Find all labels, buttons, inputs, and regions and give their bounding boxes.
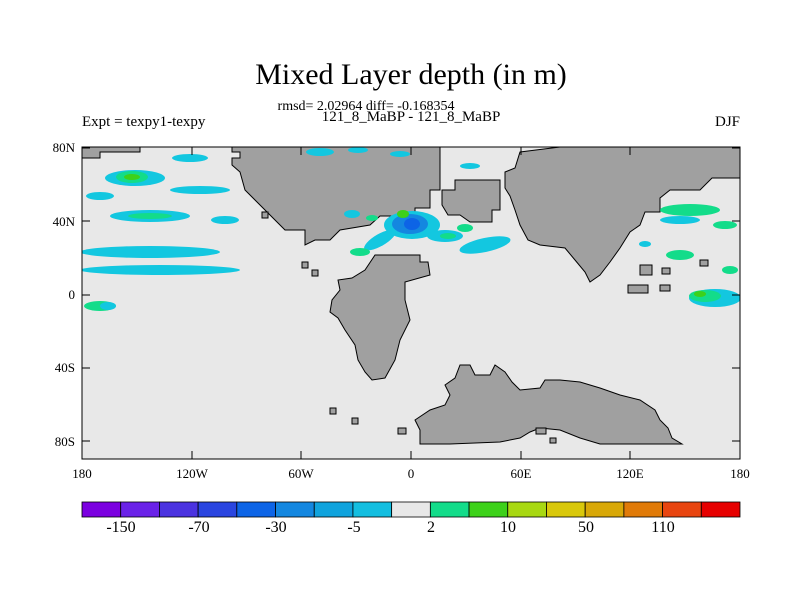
colorbar-swatch	[391, 501, 431, 518]
island-9	[535, 427, 547, 435]
x-tick-label: 0	[408, 466, 415, 481]
island-1	[261, 211, 269, 219]
colorbar-label: 2	[427, 519, 435, 536]
patch-np-5	[170, 186, 230, 194]
colorbar-swatch	[197, 501, 238, 518]
colorbar-swatch	[352, 501, 393, 518]
patch-np-8	[128, 213, 172, 219]
patch-e-9	[639, 241, 651, 247]
patch-c-11	[344, 210, 360, 218]
colorbar-label: 50	[578, 519, 594, 536]
colorbar-swatch	[120, 501, 160, 518]
colorbar-swatch	[507, 501, 547, 518]
colorbar-swatch	[546, 501, 586, 518]
colorbar-swatch	[662, 501, 702, 518]
land-north-west	[231, 147, 441, 246]
anomaly-patches	[82, 147, 740, 311]
patch-c-5	[364, 229, 396, 251]
island-4	[639, 264, 653, 276]
island-13	[699, 259, 709, 267]
patch-c-10	[459, 236, 511, 254]
island-7	[659, 284, 671, 292]
patch-up-3	[390, 151, 410, 157]
patch-e-2	[660, 216, 700, 224]
patch-e-6	[689, 290, 721, 302]
patch-c-3	[404, 218, 420, 230]
patch-np-10	[82, 246, 220, 258]
patch-np-4	[172, 154, 208, 162]
colorbar-swatch	[159, 501, 199, 518]
patch-np-9	[211, 216, 239, 224]
season-label: DJF	[715, 114, 740, 130]
colorbar-label: -70	[188, 519, 209, 536]
island-12	[549, 437, 557, 444]
y-tick-label: 0	[69, 287, 76, 302]
patch-up-2	[348, 147, 368, 153]
colorbar-swatch	[236, 501, 276, 518]
colorbar-swatch	[468, 501, 509, 518]
x-tick-label: 180	[730, 466, 750, 481]
patch-np-13	[100, 302, 116, 310]
y-tick-label: 40N	[53, 214, 76, 229]
patch-c-9	[457, 224, 473, 232]
patch-e-7	[694, 291, 706, 297]
patch-c-4	[397, 210, 409, 218]
patch-e-8	[722, 266, 738, 274]
patch-np-3	[124, 174, 140, 180]
y-tick-label: 40S	[55, 360, 75, 375]
colorbar-label: -5	[347, 519, 360, 536]
x-tick-label: 60E	[511, 466, 532, 481]
patch-e-3	[713, 221, 737, 229]
island-6	[627, 284, 649, 294]
y-tick-label: 80N	[53, 140, 76, 155]
land-masses	[82, 147, 740, 445]
x-tick-label: 180	[72, 466, 92, 481]
patch-up-1	[306, 148, 334, 156]
land-central-island	[441, 179, 501, 223]
island-5	[661, 267, 671, 275]
colorbar-label: 110	[651, 519, 674, 536]
x-tick-label: 120W	[176, 466, 209, 481]
land-south-central	[329, 254, 431, 381]
island-3	[311, 269, 319, 277]
patch-e-4	[666, 250, 694, 260]
patch-np-6	[86, 192, 114, 200]
map-panel	[82, 147, 740, 459]
land-south	[414, 364, 684, 445]
y-axis	[82, 147, 740, 442]
land-north-east	[504, 147, 740, 283]
colorbar-labels: -150 -70 -30 -5 2 10 50 110	[106, 519, 674, 536]
colorbar-swatch	[81, 501, 122, 518]
case-label: 121_8_MaBP - 121_8_MaBP	[322, 109, 501, 125]
colorbar	[81, 501, 741, 518]
island-8	[397, 427, 407, 435]
figure-title: Mixed Layer depth (in m)	[255, 58, 567, 91]
colorbar-swatch	[700, 501, 741, 518]
colorbar-swatch	[623, 501, 663, 518]
x-tick-label: 120E	[616, 466, 644, 481]
y-tick-label: 80S	[55, 434, 75, 449]
patch-c-12	[366, 215, 378, 221]
colorbar-swatch	[313, 501, 354, 518]
patch-c-8	[440, 233, 456, 239]
colorbar-swatch	[275, 501, 315, 518]
patch-c-6	[350, 248, 370, 256]
colorbar-label: 10	[500, 519, 516, 536]
x-tick-label: 60W	[288, 466, 314, 481]
stats-label: rmsd= 2.02964 diff= -0.168354	[278, 99, 455, 114]
patch-up-4	[460, 163, 480, 169]
colorbar-swatch	[584, 501, 625, 518]
patch-e-1	[660, 204, 720, 216]
experiment-label: Expt = texpy1-texpy	[82, 114, 206, 130]
island-2	[301, 261, 309, 269]
island-10	[329, 407, 337, 415]
colorbar-label: -150	[106, 519, 135, 536]
patch-np-11	[82, 265, 240, 275]
island-11	[351, 417, 359, 425]
colorbar-label: -30	[265, 519, 286, 536]
colorbar-swatch	[429, 501, 470, 518]
land-arctic-west	[82, 147, 141, 159]
